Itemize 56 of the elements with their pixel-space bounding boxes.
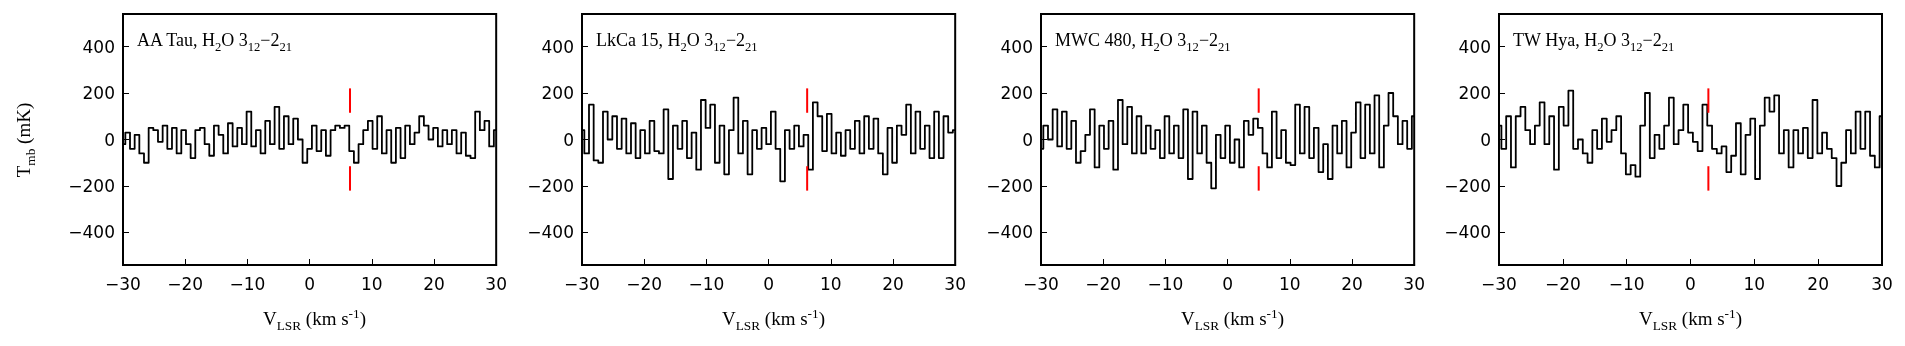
x-tick-label: −10: [229, 273, 266, 294]
x-tick-label: 10: [819, 273, 842, 294]
x-tick-label: −30: [1023, 273, 1059, 294]
x-axis-title: V$_{LSR}$ (km s$^{-1}$): [1180, 306, 1285, 335]
y-tick-label: −200: [527, 175, 574, 196]
y-tick-label: −200: [986, 175, 1033, 196]
y-tick-label: −400: [986, 222, 1033, 243]
y-tick-label: 0: [1480, 129, 1491, 150]
text: AA Tau, H$_{2}$O 3$_{12}$−2$_{21}$: [137, 30, 293, 55]
y-tick-label: 200: [82, 83, 115, 104]
x-tick-label: 0: [1222, 273, 1234, 294]
y-tick-label: 400: [82, 36, 115, 57]
y-tick-label: −400: [1444, 222, 1491, 243]
y-tick-label: 400: [1458, 36, 1491, 57]
y-tick-label: −400: [527, 222, 574, 243]
x-tick-label: 10: [1743, 273, 1766, 294]
x-tick-label: 30: [1871, 273, 1893, 294]
x-tick-label: −10: [1608, 273, 1645, 294]
y-tick-label: −200: [1444, 175, 1491, 196]
x-tick-label: −30: [1481, 273, 1517, 294]
x-tick-label: 20: [1341, 273, 1363, 294]
y-tick-label: 0: [104, 129, 115, 150]
x-tick-label: 30: [944, 273, 966, 294]
text: TW Hya, H$_{2}$O 3$_{12}$−2$_{21}$: [1513, 30, 1675, 55]
y-tick-label: 400: [1000, 36, 1033, 57]
x-tick-label: −20: [167, 273, 204, 294]
x-axis-title: V$_{LSR}$ (km s$^{-1}$): [262, 306, 367, 335]
text: MWC 480, H$_{2}$O 3$_{12}$−2$_{21}$: [1055, 30, 1231, 55]
x-tick-label: 30: [1403, 273, 1425, 294]
y-tick-label: −200: [68, 175, 115, 196]
x-tick-label: 30: [485, 273, 507, 294]
x-axis-title: V$_{LSR}$ (km s$^{-1}$): [1638, 306, 1743, 335]
text: LkCa 15, H$_{2}$O 3$_{12}$−2$_{21}$: [596, 30, 758, 55]
y-tick-label: 0: [563, 129, 574, 150]
x-tick-label: 0: [1685, 273, 1696, 294]
x-tick-label: −20: [1544, 273, 1581, 294]
y-tick-label: 200: [1000, 83, 1033, 104]
x-tick-label: 20: [882, 273, 904, 294]
x-tick-label: −10: [1147, 273, 1184, 294]
x-tick-label: −10: [688, 273, 725, 294]
x-tick-label: −30: [105, 273, 141, 294]
x-tick-label: 20: [423, 273, 445, 294]
y-tick-label: 200: [1458, 83, 1491, 104]
x-tick-label: 10: [1278, 273, 1301, 294]
x-tick-label: 0: [763, 273, 775, 294]
x-tick-label: −30: [564, 273, 600, 294]
y-tick-label: −400: [68, 222, 115, 243]
x-tick-label: 20: [1807, 273, 1829, 294]
x-tick-label: 10: [360, 273, 383, 294]
y-tick-label: 400: [541, 36, 574, 57]
y-tick-label: 200: [541, 83, 574, 104]
x-tick-label: −20: [1085, 273, 1122, 294]
x-tick-label: −20: [626, 273, 663, 294]
y-tick-label: 0: [1022, 129, 1033, 150]
x-tick-label: 0: [304, 273, 316, 294]
x-axis-title: V$_{LSR}$ (km s$^{-1}$): [721, 306, 826, 335]
